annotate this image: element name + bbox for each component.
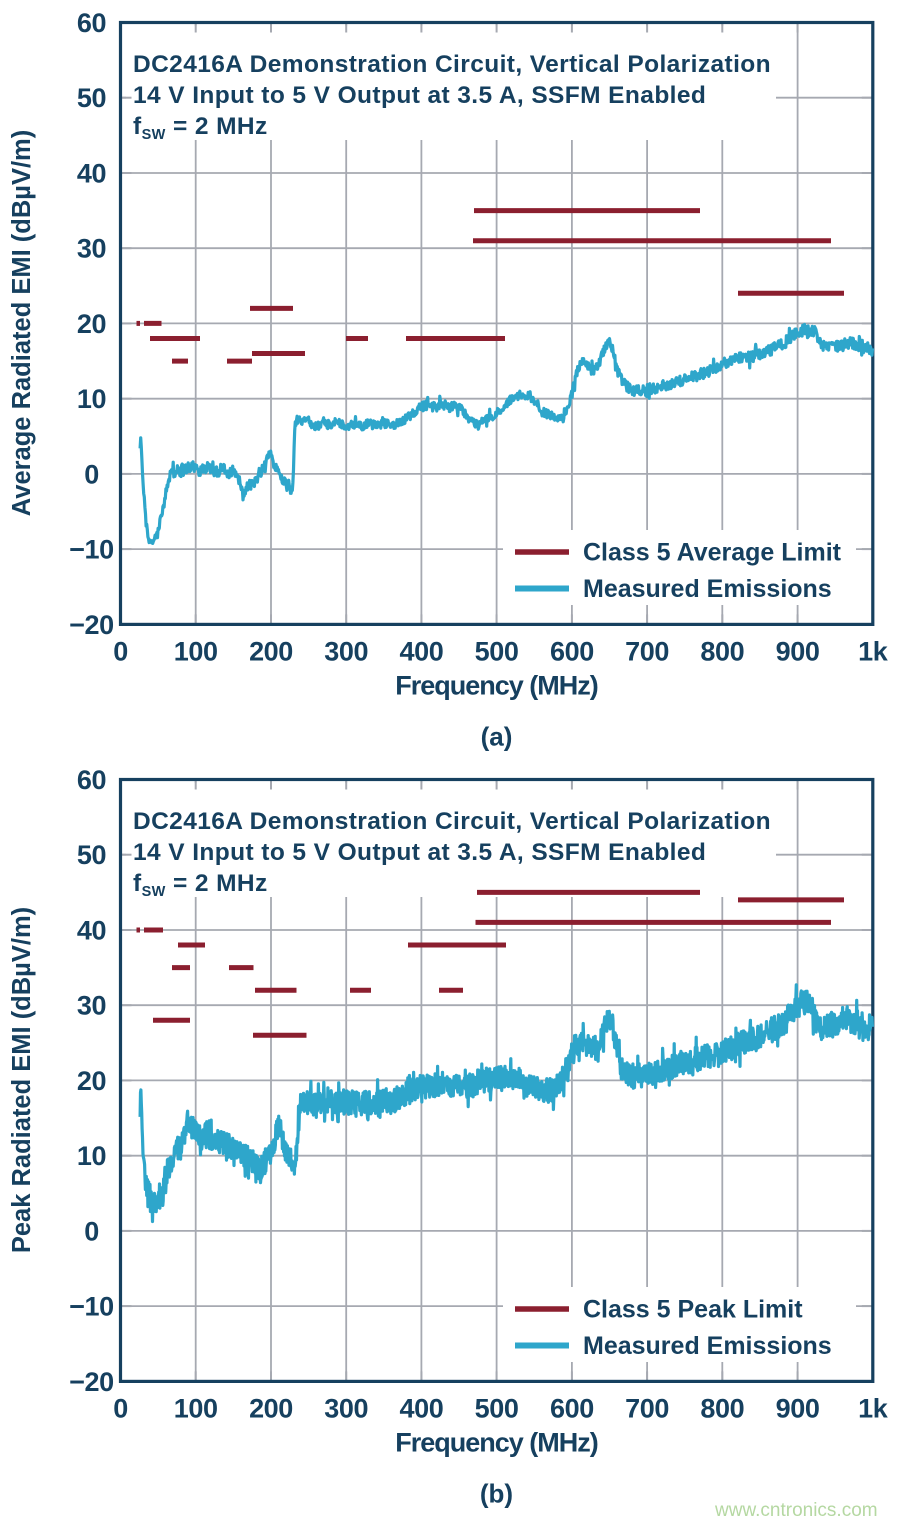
svg-text:60: 60 <box>77 8 106 38</box>
svg-text:0: 0 <box>113 637 128 667</box>
svg-text:400: 400 <box>399 637 443 667</box>
svg-text:40: 40 <box>77 159 106 189</box>
svg-text:(b): (b) <box>480 1479 513 1509</box>
svg-text:20: 20 <box>77 309 106 339</box>
svg-text:500: 500 <box>475 1394 519 1424</box>
svg-text:−10: −10 <box>69 535 114 565</box>
svg-text:Average Radiated EMI (dBµV/m): Average Radiated EMI (dBµV/m) <box>8 130 36 516</box>
svg-text:fSW = 2 MHz: fSW = 2 MHz <box>133 113 268 143</box>
svg-text:60: 60 <box>77 765 106 795</box>
svg-text:Peak Radiated EMI (dBµV/m): Peak Radiated EMI (dBµV/m) <box>8 907 36 1253</box>
svg-text:Frequency (MHz): Frequency (MHz) <box>395 671 598 701</box>
svg-text:Class 5 Peak Limit: Class 5 Peak Limit <box>583 1296 803 1324</box>
svg-text:DC2416A Demonstration Circuit,: DC2416A Demonstration Circuit, Vertical … <box>133 51 771 78</box>
svg-text:Class 5 Average Limit: Class 5 Average Limit <box>583 539 842 567</box>
svg-text:500: 500 <box>475 637 519 667</box>
svg-text:40: 40 <box>77 916 106 946</box>
svg-text:−20: −20 <box>69 610 114 640</box>
svg-text:800: 800 <box>700 637 744 667</box>
svg-text:300: 300 <box>324 1394 368 1424</box>
svg-text:(a): (a) <box>481 722 513 752</box>
svg-text:30: 30 <box>77 234 106 264</box>
svg-text:400: 400 <box>399 1394 443 1424</box>
svg-text:0: 0 <box>113 1394 128 1424</box>
svg-text:50: 50 <box>77 840 106 870</box>
svg-text:200: 200 <box>249 1394 293 1424</box>
svg-text:10: 10 <box>77 384 106 414</box>
svg-text:300: 300 <box>324 637 368 667</box>
svg-text:600: 600 <box>550 1394 594 1424</box>
svg-text:1k: 1k <box>858 1394 889 1424</box>
svg-text:700: 700 <box>625 1394 669 1424</box>
svg-text:20: 20 <box>77 1066 106 1096</box>
svg-text:−10: −10 <box>69 1292 114 1322</box>
svg-text:10: 10 <box>77 1141 106 1171</box>
svg-text:0: 0 <box>84 459 99 489</box>
svg-text:50: 50 <box>77 83 106 113</box>
svg-text:−20: −20 <box>69 1367 114 1397</box>
svg-text:200: 200 <box>249 637 293 667</box>
svg-text:30: 30 <box>77 991 106 1021</box>
svg-text:www.cntronics.com: www.cntronics.com <box>714 1500 878 1521</box>
svg-text:100: 100 <box>174 637 218 667</box>
svg-text:700: 700 <box>625 637 669 667</box>
svg-text:900: 900 <box>776 1394 820 1424</box>
svg-text:100: 100 <box>174 1394 218 1424</box>
svg-text:Measured Emissions: Measured Emissions <box>583 575 832 603</box>
svg-text:600: 600 <box>550 637 594 667</box>
svg-text:Frequency (MHz): Frequency (MHz) <box>395 1428 598 1458</box>
svg-text:0: 0 <box>84 1216 99 1246</box>
svg-text:1k: 1k <box>858 637 889 667</box>
svg-text:900: 900 <box>776 637 820 667</box>
svg-text:800: 800 <box>700 1394 744 1424</box>
svg-text:14 V Input to 5 V Output at 3.: 14 V Input to 5 V Output at 3.5 A, SSFM … <box>133 82 706 109</box>
svg-text:14 V Input to 5 V Output at 3.: 14 V Input to 5 V Output at 3.5 A, SSFM … <box>133 839 706 866</box>
svg-text:DC2416A Demonstration Circuit,: DC2416A Demonstration Circuit, Vertical … <box>133 808 771 835</box>
svg-text:Measured Emissions: Measured Emissions <box>583 1332 832 1360</box>
